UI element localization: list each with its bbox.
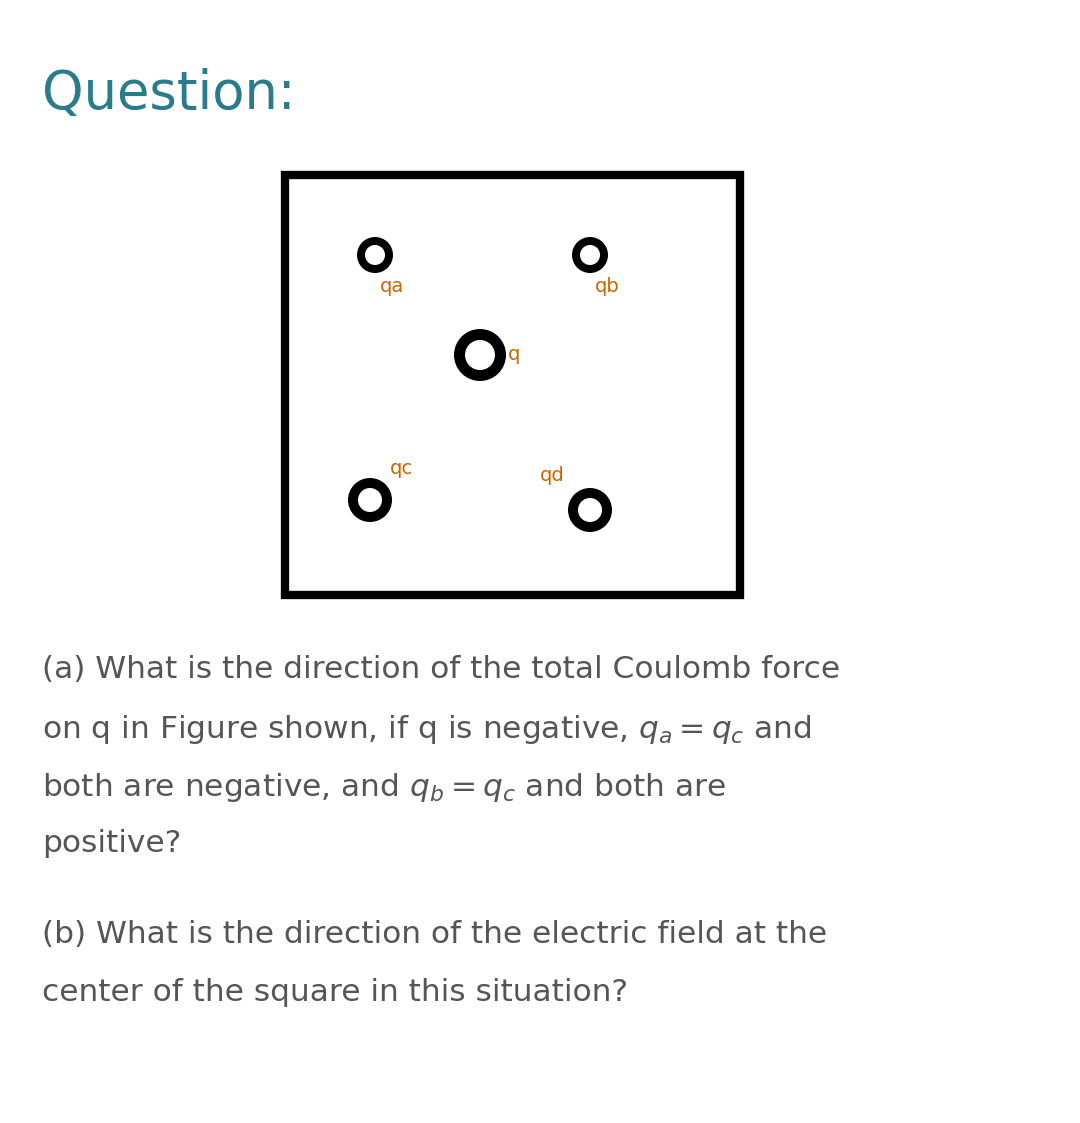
- Circle shape: [568, 489, 612, 532]
- Circle shape: [572, 237, 608, 273]
- Text: on q in Figure shown, if q is negative, $q_a = q_c$ and: on q in Figure shown, if q is negative, …: [42, 713, 812, 746]
- Text: Question:: Question:: [42, 69, 296, 120]
- Text: center of the square in this situation?: center of the square in this situation?: [42, 978, 627, 1007]
- Text: both are negative, and $q_b = q_c$ and both are: both are negative, and $q_b = q_c$ and b…: [42, 772, 726, 804]
- Text: qb: qb: [595, 277, 620, 296]
- Circle shape: [365, 245, 384, 265]
- Circle shape: [465, 340, 495, 369]
- Text: qc: qc: [390, 459, 414, 478]
- Bar: [285, 175, 740, 595]
- Circle shape: [348, 478, 392, 522]
- Circle shape: [580, 245, 600, 265]
- Text: q: q: [508, 346, 521, 365]
- Circle shape: [357, 237, 393, 273]
- Circle shape: [357, 489, 382, 512]
- Text: qd: qd: [540, 466, 565, 485]
- Text: qa: qa: [380, 277, 404, 296]
- Text: (b) What is the direction of the electric field at the: (b) What is the direction of the electri…: [42, 920, 827, 949]
- Text: positive?: positive?: [42, 829, 181, 858]
- Circle shape: [454, 329, 507, 381]
- Text: (a) What is the direction of the total Coulomb force: (a) What is the direction of the total C…: [42, 655, 840, 684]
- Circle shape: [578, 497, 602, 522]
